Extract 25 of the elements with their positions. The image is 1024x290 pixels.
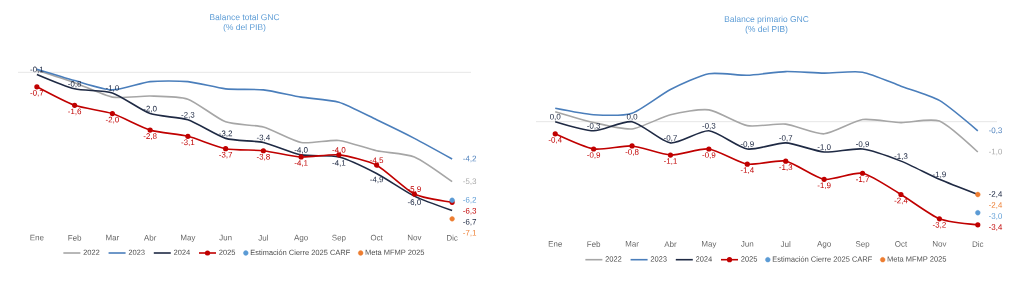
point [706, 146, 712, 152]
point [629, 143, 635, 149]
chart-subtitle: (% del PIB) [223, 23, 266, 32]
point [185, 133, 191, 139]
point [975, 210, 981, 216]
point [936, 216, 942, 222]
chart-subtitle: (% del PIB) [745, 25, 788, 34]
point [147, 127, 153, 133]
point [783, 158, 789, 164]
point [591, 146, 597, 152]
point [975, 222, 981, 228]
point [223, 146, 229, 152]
chart-title: Balance primario GNC [724, 15, 809, 24]
point [449, 216, 455, 222]
point [667, 152, 674, 158]
point [34, 84, 40, 90]
chart-title: Balance total GNC [210, 13, 280, 21]
point [72, 102, 78, 108]
point [298, 154, 304, 160]
point [859, 170, 866, 176]
point [821, 176, 827, 182]
point [975, 191, 981, 198]
point [260, 148, 266, 154]
point [552, 131, 558, 137]
point [744, 161, 750, 167]
